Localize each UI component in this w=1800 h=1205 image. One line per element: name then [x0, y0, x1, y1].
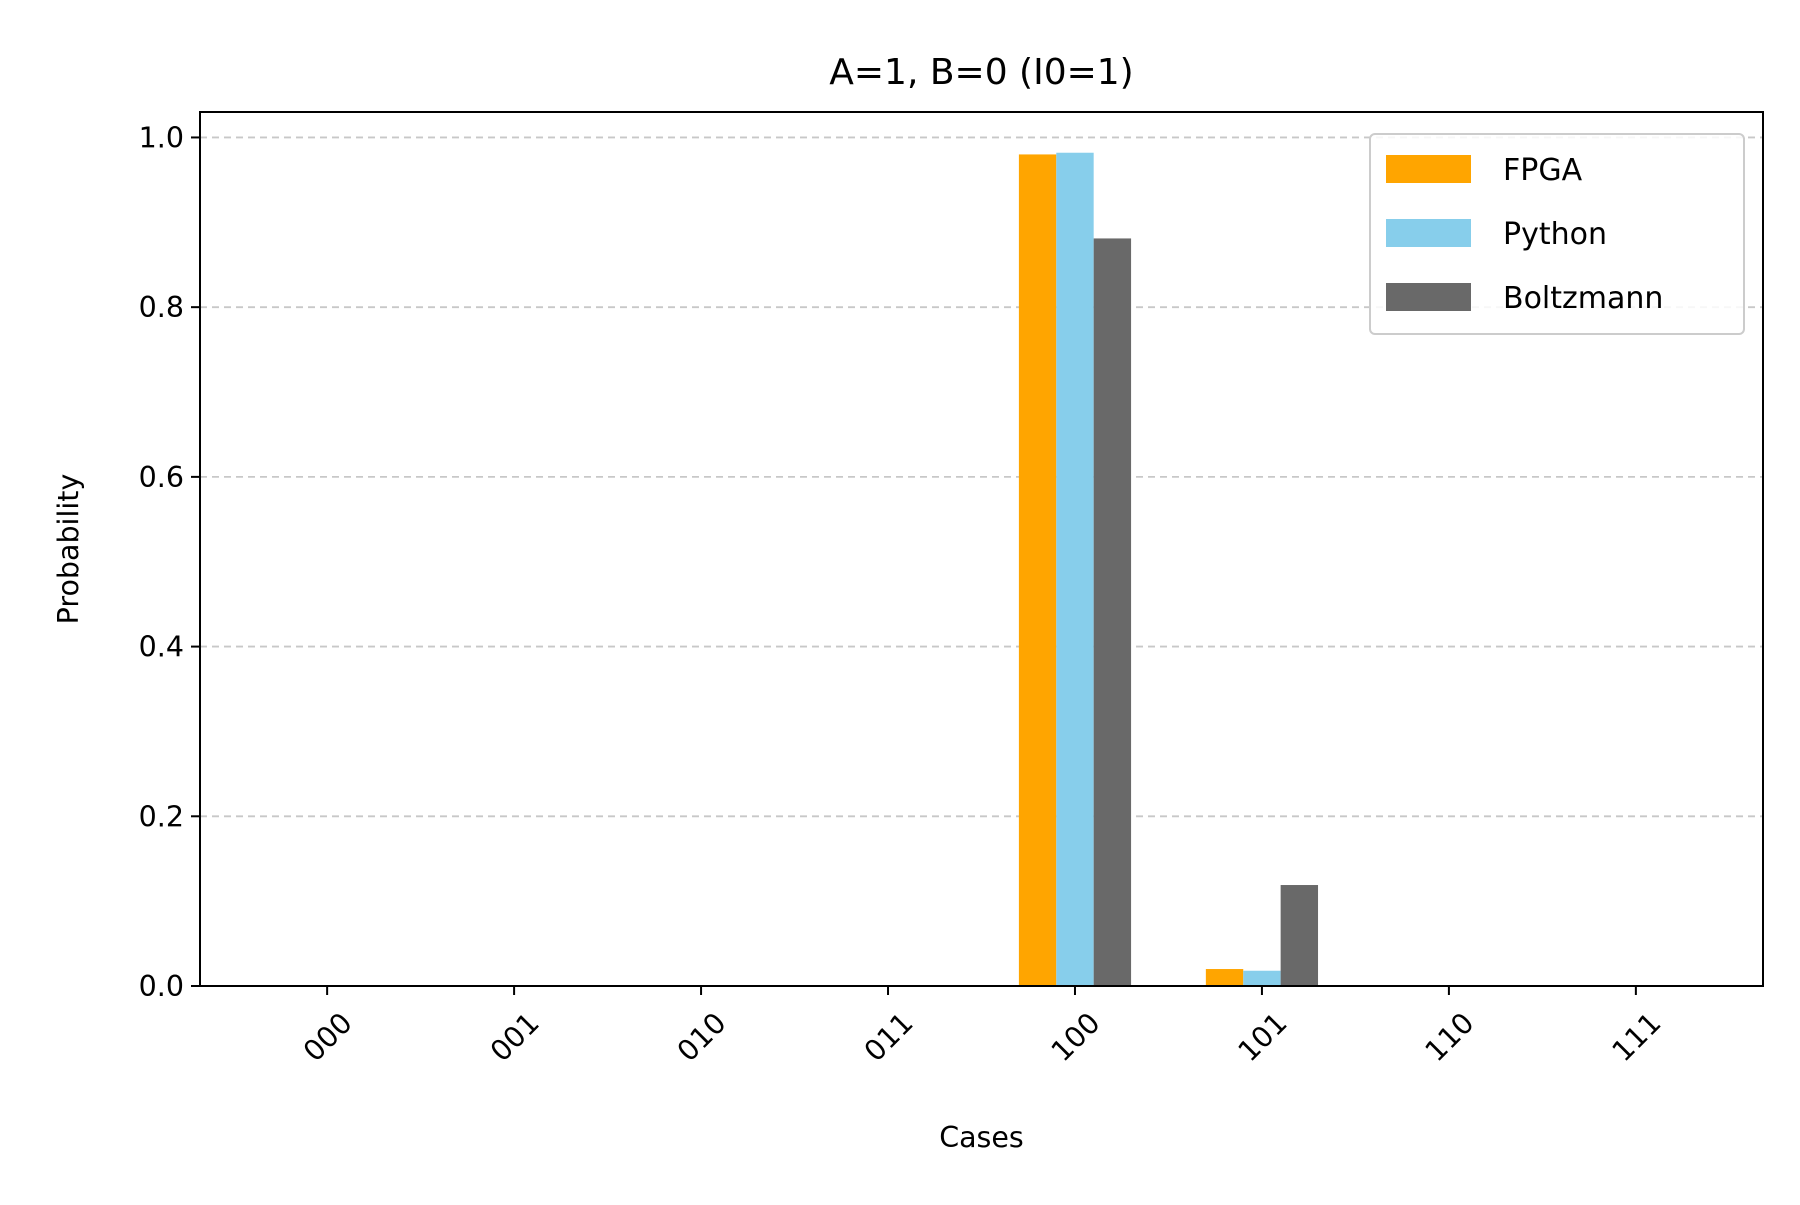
y-axis-label: Probability	[52, 474, 85, 625]
x-tick-label: 100	[1045, 1006, 1107, 1068]
legend-swatch-python	[1386, 219, 1471, 247]
bar-fpga-100	[1018, 154, 1057, 986]
legend-label-fpga: FPGA	[1503, 153, 1583, 188]
y-tick-label: 0.0	[139, 970, 184, 1003]
y-tick-label: 0.6	[139, 461, 184, 494]
x-tick-label: 001	[484, 1006, 546, 1068]
x-tick-label: 111	[1606, 1006, 1668, 1068]
plot-frame	[199, 111, 1764, 987]
legend-swatch-boltzmann	[1386, 283, 1471, 311]
bar-boltzmann-100	[1093, 238, 1132, 987]
x-axis-label: Cases	[939, 1121, 1024, 1154]
y-tick-label: 1.0	[139, 121, 184, 154]
x-tick-label: 101	[1232, 1006, 1294, 1068]
x-axis: 000 001 010 011 100 101 110 111	[297, 986, 1668, 1068]
legend: FPGA Python Boltzmann	[1369, 133, 1745, 335]
bar-python-101	[1243, 970, 1281, 986]
legend-label-boltzmann: Boltzmann	[1503, 281, 1663, 316]
legend-swatch-fpga	[1386, 155, 1471, 183]
bar-fpga-101	[1205, 969, 1244, 986]
bar-boltzmann-101	[1280, 885, 1319, 986]
x-tick-label: 110	[1419, 1006, 1481, 1068]
legend-label-python: Python	[1503, 217, 1607, 252]
x-tick-label: 000	[297, 1006, 359, 1068]
y-axis: 0.0 0.2 0.4 0.6 0.8 1.0	[139, 121, 200, 1003]
x-tick-label: 011	[858, 1006, 920, 1068]
chart-title: A=1, B=0 (I0=1)	[829, 52, 1133, 93]
y-tick-label: 0.8	[139, 291, 184, 324]
bars	[1018, 152, 1319, 987]
bar-python-100	[1056, 152, 1094, 986]
x-tick-label: 010	[671, 1006, 733, 1068]
y-tick-label: 0.4	[139, 631, 184, 664]
y-tick-label: 0.2	[139, 800, 184, 833]
